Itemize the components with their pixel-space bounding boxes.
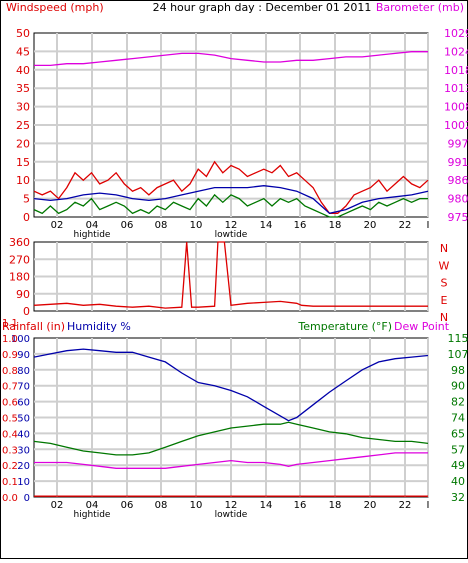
baro-ytick-1: 980	[448, 193, 468, 206]
humidity-xtick-sub-0: hightide	[74, 510, 111, 520]
humidity-xtick-9: 20	[364, 500, 377, 511]
temp-ytick-10: 115	[448, 332, 468, 345]
temp-ytick-6: 82	[451, 396, 465, 409]
humidity-xtick-2: 06	[121, 500, 134, 511]
temp-ytick-0: 32	[451, 491, 465, 504]
humidity-xtick-6: 14	[260, 500, 273, 511]
wind-ytick-6: 30	[16, 101, 30, 114]
direction-letter-0: N	[440, 242, 448, 255]
direction-letter-4: N	[440, 311, 448, 324]
temperature-axis-label: Temperature (°F)	[297, 320, 392, 333]
rain-ytick-3: 0.3	[2, 445, 18, 456]
temp-ytick-9: 107	[448, 348, 468, 361]
direction-ytick-3: 270	[9, 253, 30, 266]
temp-ytick-4: 65	[451, 427, 465, 440]
humidity-ytick-7: 70	[17, 382, 30, 393]
rain-ytick-9: 0.9	[2, 350, 18, 361]
rain-ytick-8: 0.8	[2, 366, 18, 377]
rain-ytick-6: 0.6	[2, 398, 18, 409]
wind-ytick-10: 50	[16, 27, 30, 40]
graph-title: 24 hour graph day : December 01 2011	[153, 1, 372, 14]
windspeed-axis-label: Windspeed (mph)	[6, 1, 104, 14]
wind-ytick-1: 5	[23, 193, 30, 206]
rain-ytick-2: 0.2	[2, 461, 18, 472]
temp-ytick-7: 90	[451, 380, 465, 393]
barometer-axis-label: Barometer (mb)	[376, 1, 464, 14]
wind-ytick-3: 15	[16, 156, 30, 169]
wind-ytick-7: 35	[16, 82, 30, 95]
rain-ytick-1: 0.1	[2, 477, 18, 488]
direction-letter-1: W	[439, 259, 450, 272]
humidity-ytick-6: 60	[17, 398, 30, 409]
baro-ytick-5: 1002	[444, 119, 468, 132]
wind-xtick-sub-1: lowtide	[215, 230, 248, 240]
humidity-ytick-3: 30	[17, 445, 30, 456]
baro-ytick-7: 1013	[444, 82, 468, 95]
rain-ytick-10: 1.0	[2, 334, 18, 345]
baro-ytick-8: 1018	[444, 64, 468, 77]
temp-ytick-1: 40	[451, 475, 465, 488]
direction-ytick-0: 0	[23, 305, 30, 318]
baro-ytick-0: 975	[448, 211, 468, 224]
humidity-xtick-4: 10	[190, 500, 203, 511]
baro-ytick-10: 1029	[444, 27, 468, 40]
rain-ytick-5: 0.5	[2, 414, 18, 425]
wind-xtick-0: 02	[51, 220, 64, 231]
humidity-ytick-5: 50	[17, 414, 30, 425]
direction-ytick-2: 180	[9, 271, 30, 284]
wind-xtick-sub-0: hightide	[74, 230, 111, 240]
baro-ytick-2: 986	[448, 174, 468, 187]
wind-xtick-3: 08	[155, 220, 168, 231]
humidity-xtick-0: 02	[51, 500, 64, 511]
humidity-xtick-10: 22	[399, 500, 412, 511]
direction-ytick-1: 90	[16, 288, 30, 301]
humidity-xtick-3: 08	[155, 500, 168, 511]
wind-ytick-8: 40	[16, 64, 30, 77]
humidity-xtick-7: 16	[294, 500, 307, 511]
humidity-ytick-2: 20	[17, 461, 30, 472]
wind-ytick-5: 25	[16, 119, 30, 132]
temp-ytick-5: 74	[451, 412, 465, 425]
direction-letter-2: S	[441, 277, 448, 290]
humidity-ytick-4: 40	[17, 429, 30, 440]
direction-letter-3: E	[441, 294, 448, 307]
humidity-ytick-0: 0	[24, 493, 30, 504]
wind-xtick-11: I	[427, 220, 430, 231]
humidity-ytick-8: 80	[17, 366, 30, 377]
wind-xtick-2: 06	[121, 220, 134, 231]
rain-ytick-4: 0.4	[2, 429, 18, 440]
rain-ytick-11: 1.1	[2, 318, 18, 329]
wind-xtick-6: 14	[260, 220, 273, 231]
wind-xtick-10: 22	[399, 220, 412, 231]
wind-xtick-4: 10	[190, 220, 203, 231]
baro-ytick-4: 997	[448, 137, 468, 150]
direction-ytick-4: 360	[9, 236, 30, 249]
wind-xtick-7: 16	[294, 220, 307, 231]
wind-ytick-0: 0	[23, 211, 30, 224]
humidity-xtick-11: I	[427, 500, 430, 511]
wind-xtick-9: 20	[364, 220, 377, 231]
baro-ytick-6: 1008	[444, 101, 468, 114]
humidity-xtick-8: 18	[329, 500, 342, 511]
baro-ytick-3: 991	[448, 156, 468, 169]
temp-ytick-3: 57	[451, 443, 465, 456]
rain-ytick-7: 0.7	[2, 382, 18, 393]
humidity-ytick-1: 10	[17, 477, 30, 488]
rain-ytick-0: 0.0	[2, 493, 18, 504]
humidity-xtick-sub-1: lowtide	[215, 510, 248, 520]
temp-ytick-8: 98	[451, 364, 465, 377]
wind-xtick-8: 18	[329, 220, 342, 231]
wind-ytick-4: 20	[16, 137, 30, 150]
wind-ytick-9: 45	[16, 45, 30, 58]
humidity-ytick-9: 90	[17, 350, 30, 361]
humidity-axis-label: Humidity %	[67, 320, 131, 333]
wind-ytick-2: 10	[16, 174, 30, 187]
temp-ytick-2: 49	[451, 459, 465, 472]
baro-ytick-9: 1024	[444, 45, 468, 58]
